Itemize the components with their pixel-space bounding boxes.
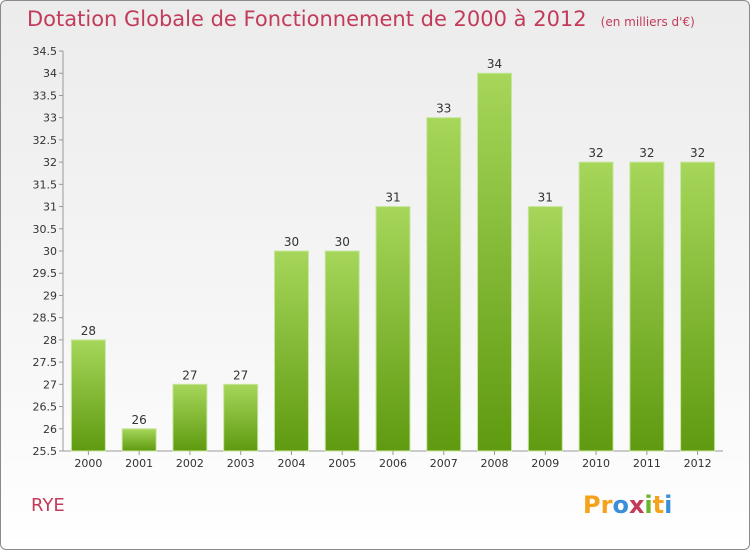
- y-tick-label: 27: [43, 378, 57, 391]
- logo-letter: r: [600, 491, 613, 519]
- logo-letter: x: [628, 491, 645, 519]
- bar-value-label: 33: [436, 102, 451, 116]
- bar-value-label: 30: [335, 235, 350, 249]
- bar-value-label: 31: [385, 191, 400, 205]
- y-tick-label: 30.5: [33, 223, 58, 236]
- bar-value-label: 27: [182, 368, 197, 382]
- x-tick-label: 2005: [328, 457, 356, 470]
- bar-2007: [426, 117, 462, 452]
- x-tick-label: 2012: [684, 457, 712, 470]
- bar-value-label: 32: [639, 146, 654, 160]
- y-tick-label: 33: [43, 112, 57, 125]
- y-tick-label: 29: [43, 289, 57, 302]
- bar-value-label: 30: [284, 235, 299, 249]
- place-name: RYE: [31, 495, 65, 516]
- bar-2003: [223, 383, 259, 452]
- y-tick-label: 34: [43, 67, 57, 80]
- x-tick-label: 2007: [430, 457, 458, 470]
- bar-2010: [578, 161, 614, 452]
- bar-2009: [527, 206, 563, 452]
- y-tick-label: 33.5: [33, 89, 58, 102]
- bar-2008: [477, 72, 513, 452]
- x-tick-label: 2001: [125, 457, 153, 470]
- bar-value-label: 27: [233, 368, 248, 382]
- y-tick-label: 28: [43, 334, 57, 347]
- x-tick-label: 2002: [176, 457, 204, 470]
- x-tick-label: 2008: [481, 457, 509, 470]
- bar-2011: [629, 161, 665, 452]
- bar-value-label: 26: [132, 413, 147, 427]
- bar-2004: [273, 250, 309, 452]
- bar-2002: [172, 383, 208, 452]
- logo-letter: i: [664, 491, 673, 519]
- bar-value-label: 32: [690, 146, 705, 160]
- x-tick-label: 2010: [582, 457, 610, 470]
- y-tick-label: 32.5: [33, 134, 58, 147]
- bar-2000: [70, 339, 106, 452]
- logo-letter: t: [652, 491, 665, 519]
- y-tick-label: 26.5: [33, 401, 58, 414]
- proxiti-logo: Proxiti: [583, 491, 672, 519]
- bar-value-label: 32: [588, 146, 603, 160]
- x-tick-label: 2009: [531, 457, 559, 470]
- y-tick-label: 29.5: [33, 267, 58, 280]
- y-tick-label: 32: [43, 156, 57, 169]
- bar-2012: [680, 161, 716, 452]
- logo-letter: o: [612, 491, 629, 519]
- y-tick-label: 27.5: [33, 356, 58, 369]
- chart-title: Dotation Globale de Fonctionnement de 20…: [27, 7, 695, 31]
- y-tick-label: 28.5: [33, 312, 58, 325]
- logo-letter: i: [644, 491, 653, 519]
- x-tick-label: 2011: [633, 457, 661, 470]
- bar-2005: [324, 250, 360, 452]
- y-tick-label: 25.5: [33, 445, 58, 458]
- y-tick-label: 31.5: [33, 178, 58, 191]
- y-tick-label: 26: [43, 423, 57, 436]
- bar-2001: [121, 428, 157, 452]
- x-tick-label: 2003: [227, 457, 255, 470]
- x-tick-label: 2004: [277, 457, 305, 470]
- chart-subtitle: (en milliers d'€): [600, 15, 695, 29]
- bar-value-label: 28: [81, 324, 96, 338]
- y-tick-label: 30: [43, 245, 57, 258]
- bar-2006: [375, 206, 411, 452]
- x-tick-label: 2000: [74, 457, 102, 470]
- logo-letter: P: [583, 491, 601, 519]
- y-tick-label: 34.5: [33, 45, 58, 58]
- x-tick-label: 2006: [379, 457, 407, 470]
- bar-value-label: 31: [538, 191, 553, 205]
- y-tick-label: 31: [43, 201, 57, 214]
- bar-value-label: 34: [487, 57, 502, 71]
